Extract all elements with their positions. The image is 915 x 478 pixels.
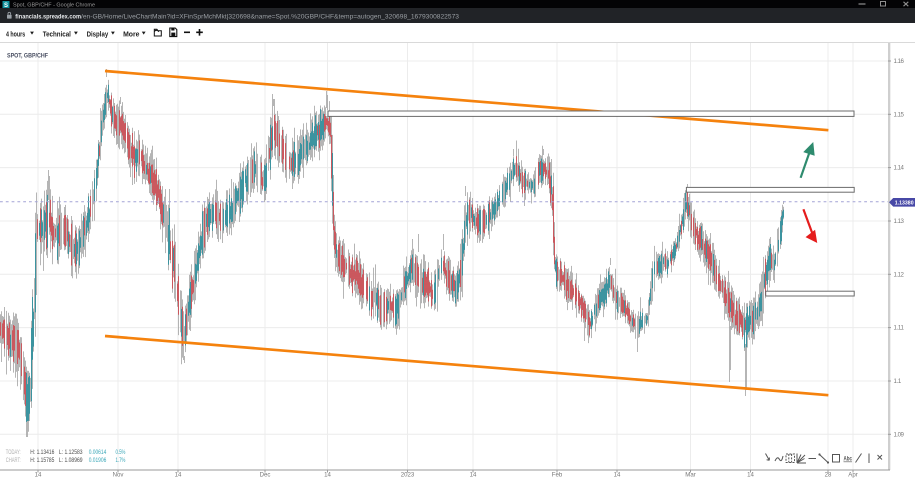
svg-text:14: 14 <box>470 472 477 478</box>
svg-text:CHART:: CHART: <box>6 457 21 464</box>
svg-text:1.1: 1.1 <box>894 378 902 385</box>
svg-text:1.16: 1.16 <box>894 58 905 65</box>
svg-text:1.7%: 1.7% <box>116 457 126 464</box>
svg-text:1.12: 1.12 <box>894 271 905 278</box>
svg-text:Apr: Apr <box>848 472 857 478</box>
svg-text:Spot, GBP/CHF - Google Chrome: Spot, GBP/CHF - Google Chrome <box>13 2 95 8</box>
svg-text:0.00614: 0.00614 <box>89 449 107 456</box>
svg-text:14: 14 <box>324 472 331 478</box>
svg-text:1.09: 1.09 <box>894 431 905 438</box>
svg-text:1.11: 1.11 <box>894 325 905 332</box>
svg-text:14: 14 <box>35 472 42 478</box>
svg-text:H: 1.13416: H: 1.13416 <box>30 449 54 456</box>
svg-text:1.14: 1.14 <box>894 165 905 172</box>
svg-text:14: 14 <box>614 472 621 478</box>
svg-text:14: 14 <box>747 472 754 478</box>
svg-text:TODAY:: TODAY: <box>6 449 21 456</box>
svg-text:SPOT, GBP/CHF: SPOT, GBP/CHF <box>7 53 48 60</box>
svg-text:S: S <box>4 3 8 9</box>
svg-text:1.13380: 1.13380 <box>895 201 914 207</box>
svg-text:H: 1.15785: H: 1.15785 <box>30 457 54 464</box>
svg-text:28: 28 <box>825 472 832 478</box>
svg-text:Abc: Abc <box>844 456 853 463</box>
svg-text:14: 14 <box>175 472 182 478</box>
svg-text:4 hours: 4 hours <box>6 29 25 38</box>
svg-text:Feb: Feb <box>552 472 563 478</box>
svg-text:L: 1.12583: L: 1.12583 <box>59 449 83 456</box>
svg-text:More: More <box>123 29 139 38</box>
svg-text:L: 1.08969: L: 1.08969 <box>59 457 83 464</box>
svg-text:Display: Display <box>87 29 109 38</box>
svg-text:2023: 2023 <box>401 472 415 478</box>
svg-text:financials.spreadex.com: financials.spreadex.com <box>15 14 81 21</box>
svg-text:0.01906: 0.01906 <box>89 457 107 464</box>
svg-text:1.13: 1.13 <box>894 218 905 225</box>
svg-text:Mar: Mar <box>685 472 696 478</box>
svg-text:Technical: Technical <box>43 29 71 38</box>
svg-text:/en-GB/Home/LiveChartMain?id=X: /en-GB/Home/LiveChartMain?id=XFinSprMchM… <box>81 14 459 21</box>
svg-text:Dec: Dec <box>260 472 271 478</box>
svg-text:Nov: Nov <box>113 472 125 478</box>
svg-text:1.15: 1.15 <box>894 111 905 118</box>
svg-text:0.5%: 0.5% <box>116 449 126 456</box>
